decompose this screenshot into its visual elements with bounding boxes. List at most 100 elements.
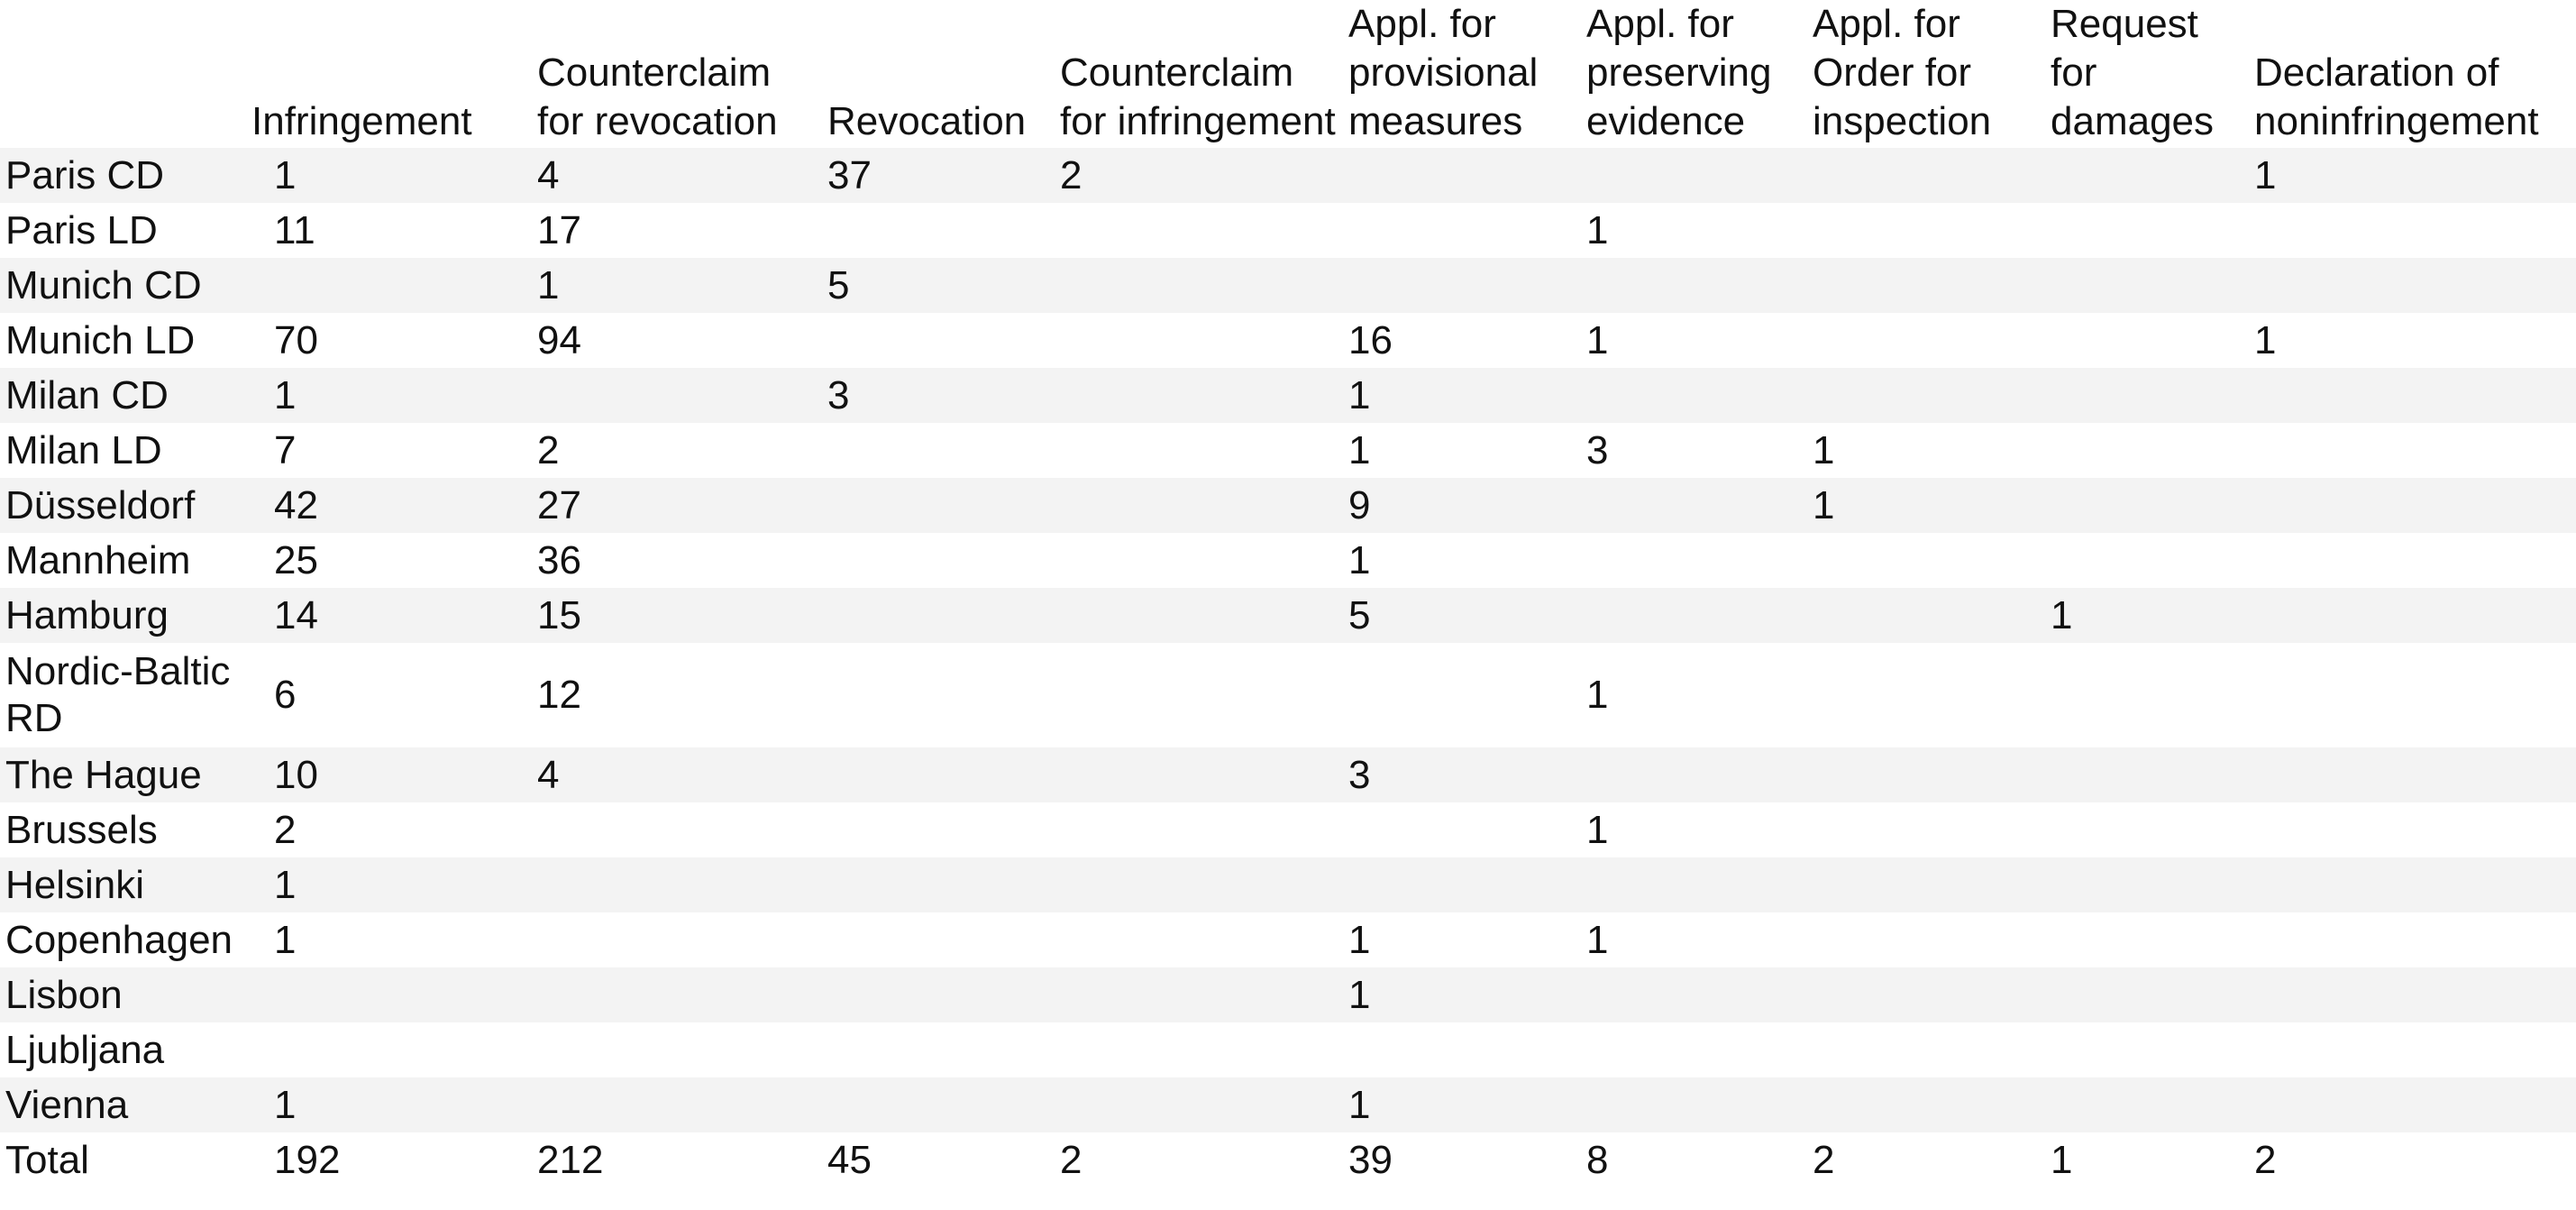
- table-cell: [1586, 478, 1813, 533]
- table-cell: [2254, 643, 2576, 747]
- table-cell: 1: [1813, 478, 2051, 533]
- table-cell: 5: [827, 258, 1060, 313]
- table-cell: [1813, 1077, 2051, 1132]
- table-cell: 1: [2254, 148, 2576, 203]
- court-name: Nordic-Baltic RD: [0, 643, 251, 747]
- table-cell: [2254, 203, 2576, 258]
- table-cell: [1813, 313, 2051, 368]
- table-cell: 1: [2254, 313, 2576, 368]
- table-cell: [1348, 203, 1586, 258]
- table-cell: [2254, 1022, 2576, 1077]
- table-cell: [2051, 643, 2254, 747]
- table-cell: [2051, 203, 2254, 258]
- table-cell: 1: [1348, 533, 1586, 588]
- table-cell: [827, 912, 1060, 967]
- table-row: Helsinki1: [0, 857, 2576, 912]
- table-cell: 45: [827, 1132, 1060, 1188]
- table-cell: [827, 747, 1060, 802]
- table-cell: 7: [251, 423, 537, 478]
- table-cell: [537, 967, 827, 1022]
- table-row: Paris LD11171: [0, 203, 2576, 258]
- table-cell: 1: [2051, 1132, 2254, 1188]
- table-cell: [2254, 747, 2576, 802]
- table-cell: [1060, 1077, 1348, 1132]
- table-cell: 15: [537, 588, 827, 643]
- table-cell: [827, 588, 1060, 643]
- table-cell: 3: [1348, 747, 1586, 802]
- table-cell: 1: [251, 368, 537, 423]
- table-cell: [1060, 802, 1348, 857]
- table-cell: [2254, 857, 2576, 912]
- court-name: Brussels: [0, 802, 251, 857]
- table-cell: [1060, 258, 1348, 313]
- table-row: The Hague1043: [0, 747, 2576, 802]
- table-cell: 1: [1586, 203, 1813, 258]
- court-name: Düsseldorf: [0, 478, 251, 533]
- table-cell: 1: [1586, 313, 1813, 368]
- table-cell: [251, 1022, 537, 1077]
- table-row: Brussels21: [0, 802, 2576, 857]
- table-cell: [1060, 368, 1348, 423]
- table-cell: 16: [1348, 313, 1586, 368]
- table-cell: [1813, 643, 2051, 747]
- table-cell: [827, 423, 1060, 478]
- table-row: Copenhagen111: [0, 912, 2576, 967]
- table-cell: 94: [537, 313, 827, 368]
- table-row: Vienna11: [0, 1077, 2576, 1132]
- table-cell: [1586, 967, 1813, 1022]
- table-row: Hamburg141551: [0, 588, 2576, 643]
- court-name: Munich CD: [0, 258, 251, 313]
- table-cell: [1813, 258, 2051, 313]
- table-cell: 6: [251, 643, 537, 747]
- table-cell: [827, 802, 1060, 857]
- table-cell: [2051, 967, 2254, 1022]
- column-header: Infringement: [251, 0, 537, 148]
- table-cell: 1: [1348, 912, 1586, 967]
- table-cell: [827, 203, 1060, 258]
- table-cell: 1: [251, 912, 537, 967]
- table-cell: 2: [1060, 148, 1348, 203]
- table-cell: [1813, 588, 2051, 643]
- table-cell: [827, 967, 1060, 1022]
- table-cell: [1586, 533, 1813, 588]
- table-row: Munich CD 15: [0, 258, 2576, 313]
- table-cell: [2051, 912, 2254, 967]
- table-cell: 212: [537, 1132, 827, 1188]
- table-cell: [2051, 368, 2254, 423]
- table-cell: [1060, 423, 1348, 478]
- table-cell: 1: [537, 258, 827, 313]
- table-cell: 25: [251, 533, 537, 588]
- table-cell: [537, 802, 827, 857]
- court-name: Munich LD: [0, 313, 251, 368]
- table-cell: [2051, 313, 2254, 368]
- table-cell: 1: [1348, 368, 1586, 423]
- court-name: Lisbon: [0, 967, 251, 1022]
- table-row: Paris CD143721: [0, 148, 2576, 203]
- table-cell: 2: [1060, 1132, 1348, 1188]
- table-cell: 9: [1348, 478, 1586, 533]
- table-cell: [1813, 148, 2051, 203]
- column-header: Revocation: [827, 0, 1060, 148]
- table-row: Mannheim25361: [0, 533, 2576, 588]
- table-cell: [2051, 802, 2254, 857]
- court-name: Paris LD: [0, 203, 251, 258]
- court-name: Hamburg: [0, 588, 251, 643]
- table-cell: 1: [251, 857, 537, 912]
- table-cell: [1813, 967, 2051, 1022]
- table-cell: 42: [251, 478, 537, 533]
- table-cell: 1: [251, 1077, 537, 1132]
- table-cell: [2254, 368, 2576, 423]
- table-cell: 3: [827, 368, 1060, 423]
- table-cell: [1586, 258, 1813, 313]
- court-name: Vienna: [0, 1077, 251, 1132]
- table-body: Paris CD143721Paris LD11171Munich CD15Mu…: [0, 148, 2576, 1188]
- court-name: Milan CD: [0, 368, 251, 423]
- table-cell: [2051, 478, 2254, 533]
- table-cell: 5: [1348, 588, 1586, 643]
- table-cell: [1813, 747, 2051, 802]
- column-header: Declaration of noninfringement: [2254, 0, 2576, 148]
- table-cell: [2051, 1022, 2254, 1077]
- court-name: The Hague: [0, 747, 251, 802]
- table-row: Milan CD131: [0, 368, 2576, 423]
- table-cell: [1060, 747, 1348, 802]
